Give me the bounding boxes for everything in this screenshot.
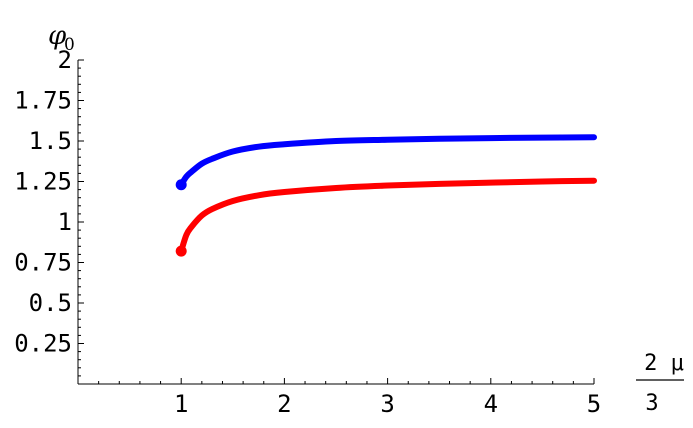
x-tick-label: 2 (277, 390, 291, 418)
y-tick-label: 0.25 (14, 330, 72, 358)
x-axis-label-numerator: 2 μ (644, 351, 684, 376)
y-tick-label: 0.75 (14, 249, 72, 277)
y-tick-label: 1.25 (14, 168, 72, 196)
x-axis-label-denominator: 3 (645, 391, 658, 416)
y-tick-label: 1.75 (14, 87, 72, 115)
series-line-0 (178, 134, 597, 188)
x-ticks: 1 2 3 4 5 (174, 378, 601, 418)
y-tick-label: 2 (58, 46, 72, 74)
series-start-point-0 (175, 179, 187, 191)
y-axis-label-subscript: 0 (64, 35, 75, 55)
x-tick-label: 5 (587, 390, 601, 418)
y-tick-label: 0.5 (29, 289, 72, 317)
y-ticks: 0.25 0.5 0.75 1 1.25 1.5 1.75 2 (14, 46, 84, 358)
y-tick-label: 1.5 (29, 127, 72, 155)
x-tick-label: 3 (380, 390, 394, 418)
series-layer (175, 134, 597, 257)
y-tick-label: 1 (58, 208, 72, 236)
x-tick-label: 1 (174, 390, 188, 418)
axes (77, 60, 594, 385)
x-axis-label: 2 μ 3 (636, 351, 684, 416)
y-axis-label: φ 0 (48, 21, 75, 55)
y-axis-label-symbol: φ (48, 21, 67, 51)
series-start-point-1 (175, 245, 187, 257)
x-tick-label: 4 (484, 390, 498, 418)
series-line-1 (178, 177, 597, 255)
minor-ticks (78, 67, 574, 384)
